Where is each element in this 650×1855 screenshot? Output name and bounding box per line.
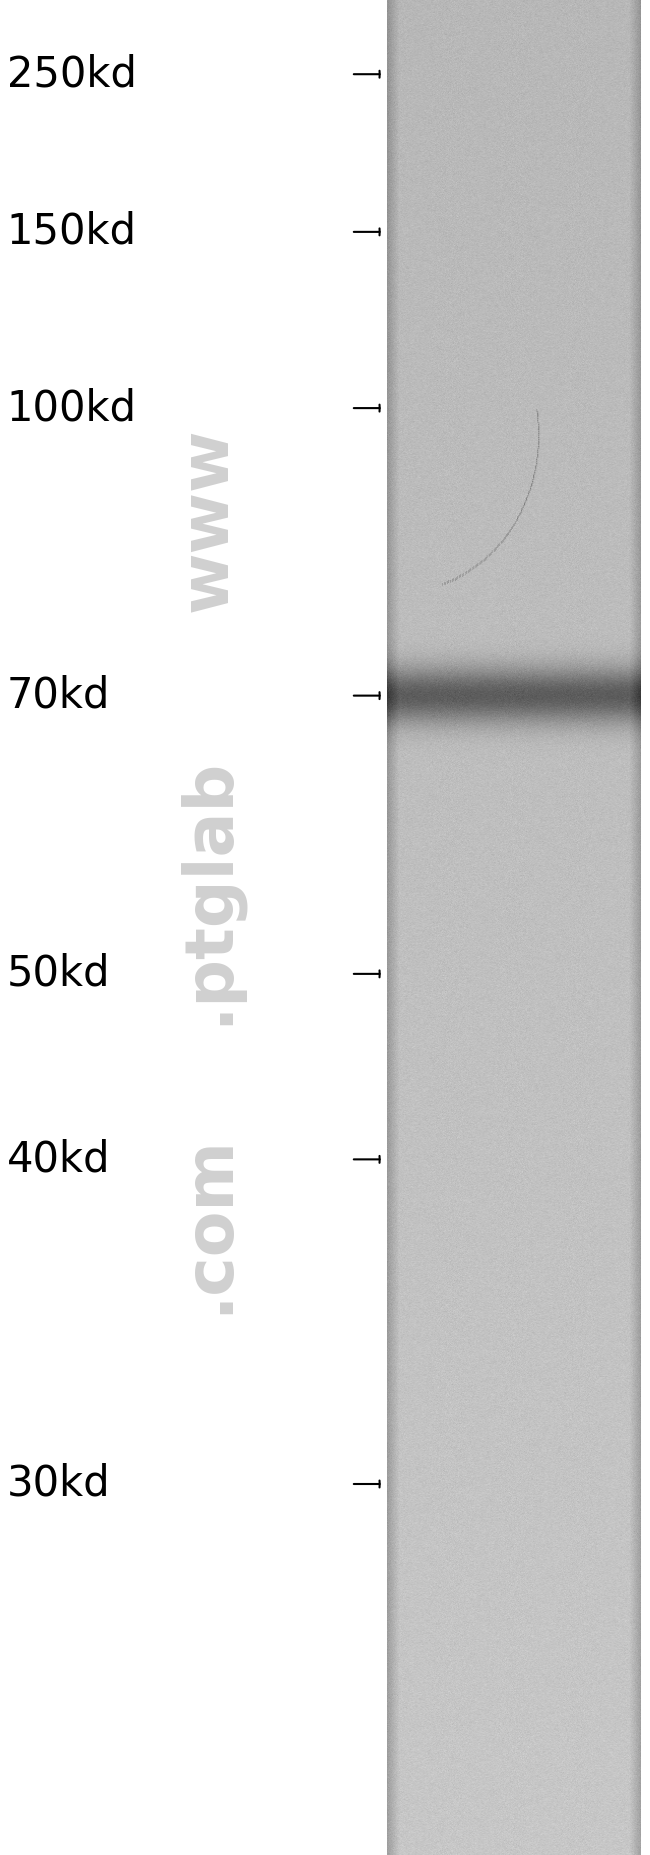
Text: .ptglab: .ptglab: [175, 757, 241, 1024]
Text: 70kd: 70kd: [6, 675, 110, 716]
Text: 150kd: 150kd: [6, 211, 136, 252]
Text: 50kd: 50kd: [6, 953, 110, 994]
Text: www: www: [175, 427, 241, 612]
Text: 250kd: 250kd: [6, 54, 136, 95]
Text: .com: .com: [175, 1135, 241, 1313]
Text: 100kd: 100kd: [6, 388, 136, 429]
Text: 40kd: 40kd: [6, 1139, 110, 1180]
Text: 30kd: 30kd: [6, 1464, 110, 1504]
